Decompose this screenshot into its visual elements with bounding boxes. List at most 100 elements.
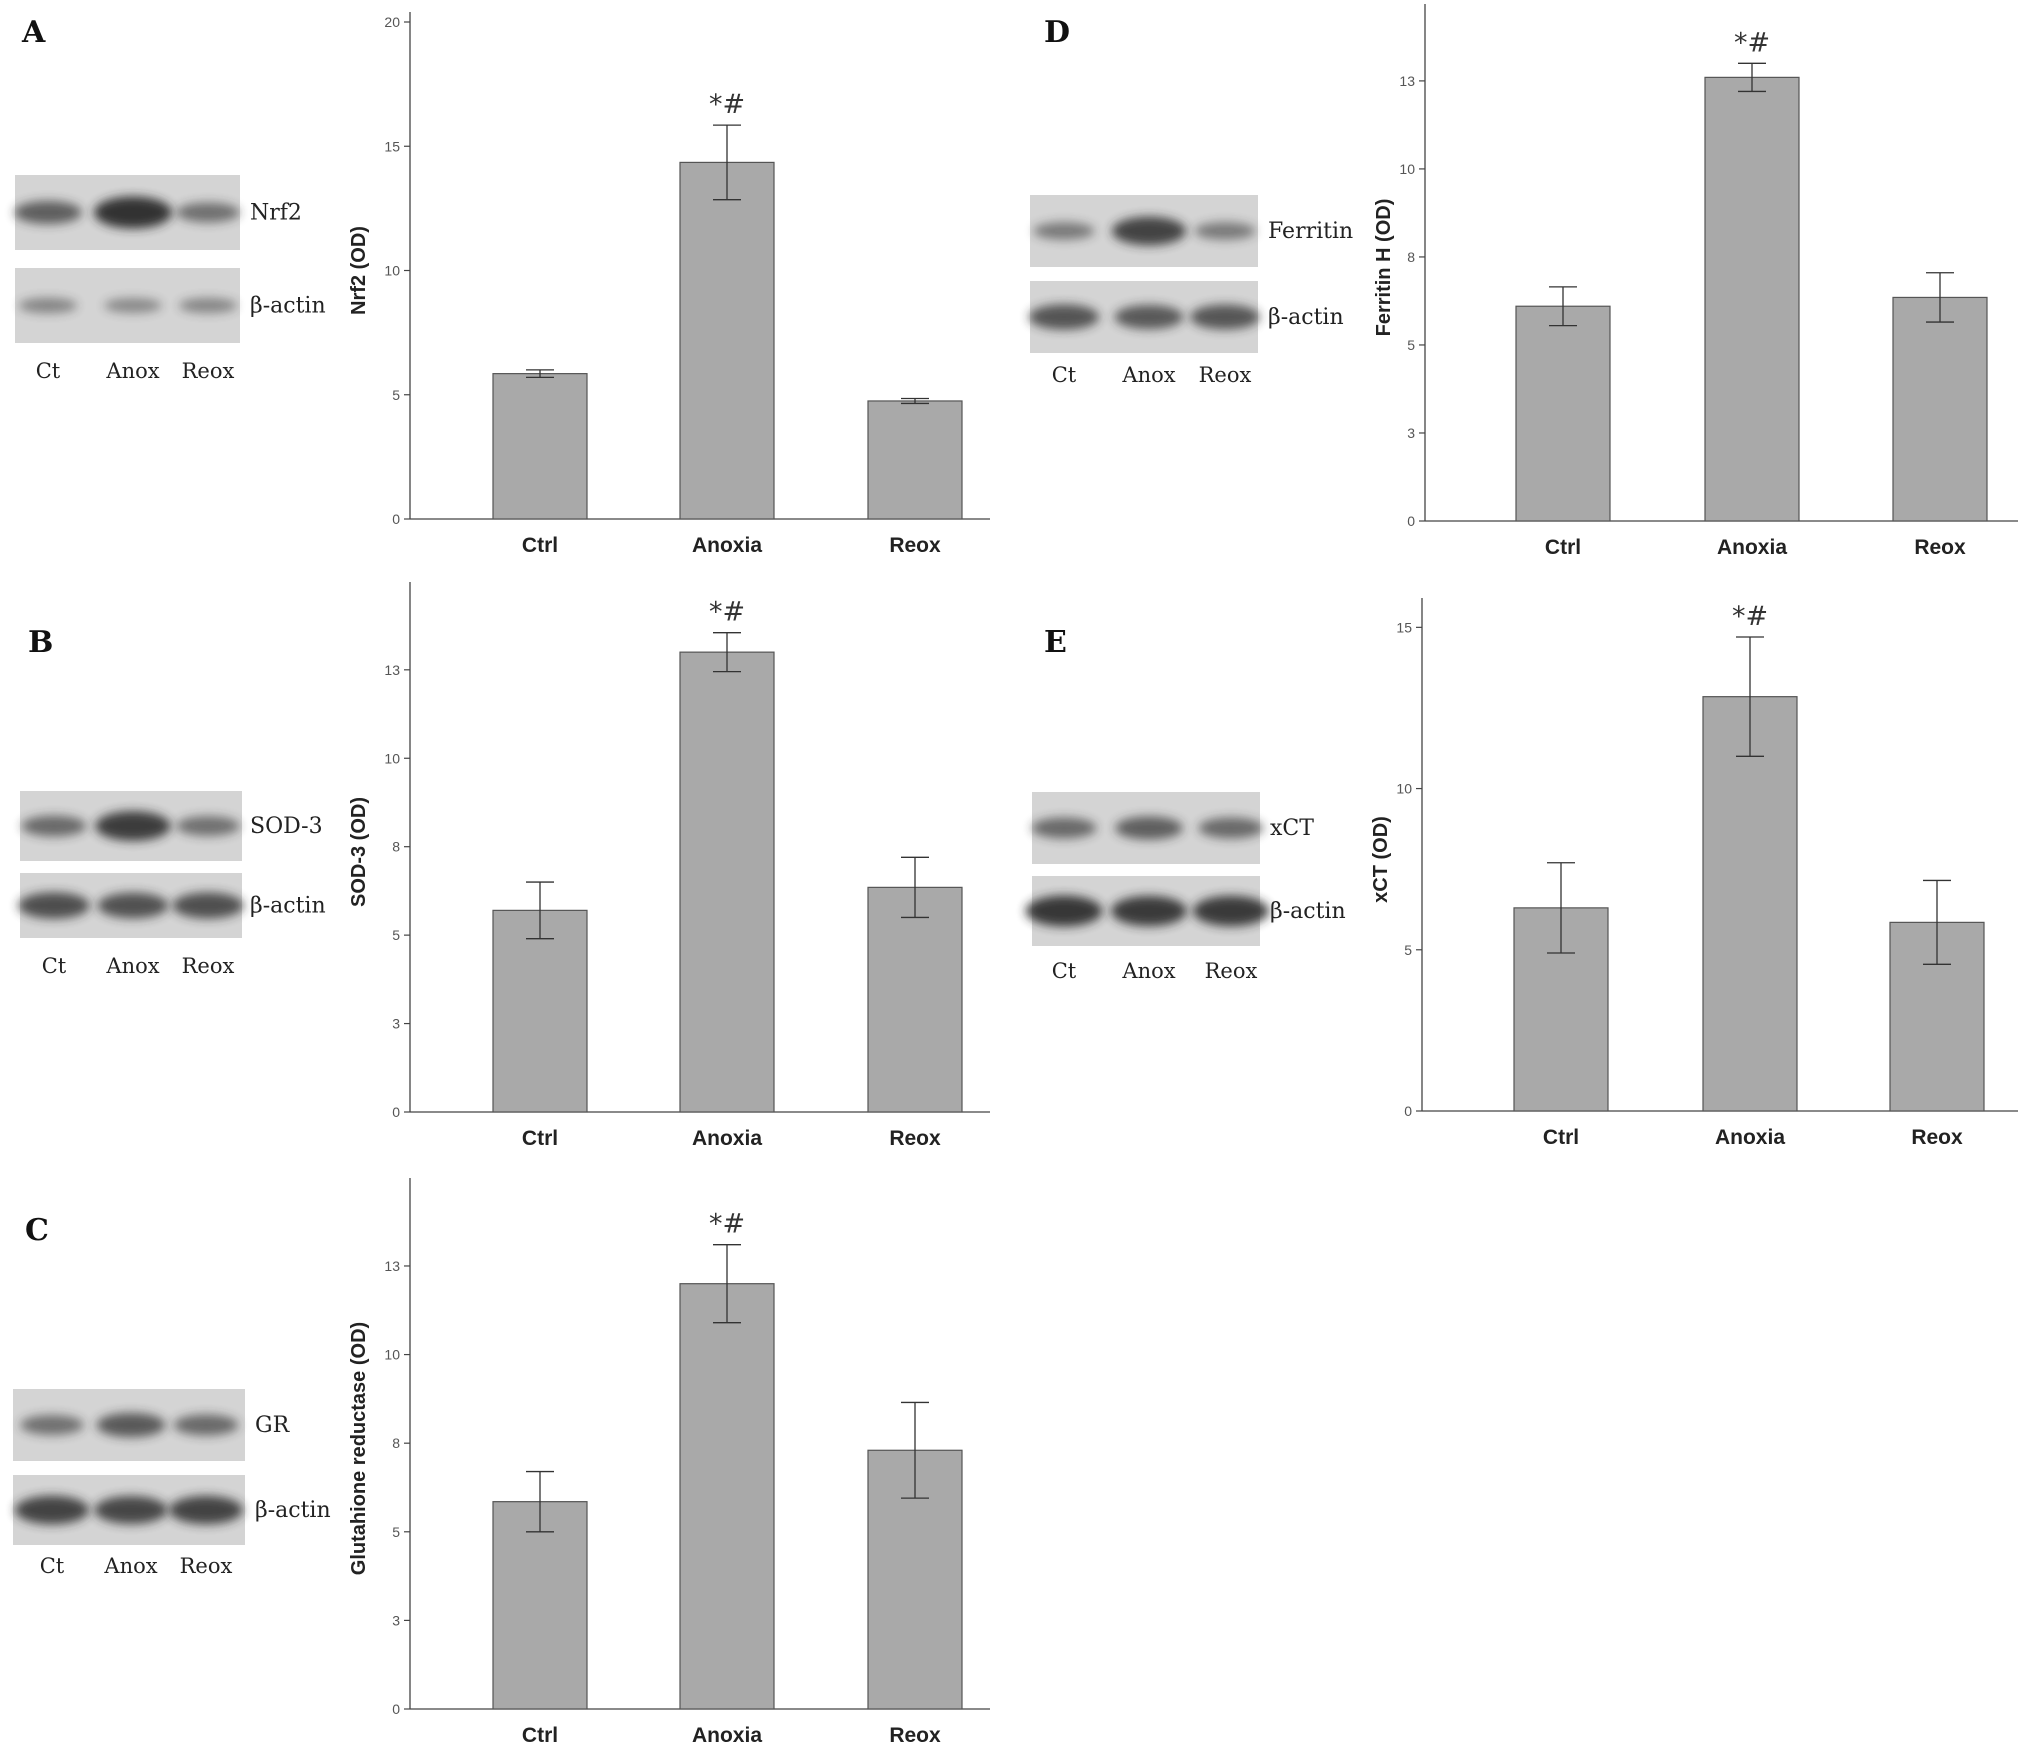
y-tick-label: 15	[384, 138, 400, 154]
y-axis-label: xCT (OD)	[1370, 816, 1392, 903]
blot-row-label: β-actin	[1270, 899, 1346, 924]
bar-chart: 0 5 10 15 xCT (OD) Ctrl Anoxia Reox *#	[1370, 598, 2018, 1149]
blot-row-label: SOD-3	[250, 814, 323, 839]
bar-anoxia	[679, 1283, 775, 1710]
bar-ctrl	[1515, 305, 1611, 522]
y-axis-label: SOD-3 (OD)	[348, 797, 370, 907]
bar-chart: 0 5 10 15 20 Nrf2 (OD) Ctrl Anoxia Reox *#	[348, 12, 990, 557]
western-blot: Nrf2 β-actin Ct Anox Reox	[14, 175, 326, 383]
blot-lane-label: Reox	[182, 359, 235, 383]
y-tick-label: 10	[384, 1347, 400, 1363]
bar-chart: 0 3 5 8 10 13 Ferritin H (OD) Ctrl Anoxia Reox *#	[1373, 4, 2018, 559]
y-tick-label: 15	[1396, 619, 1412, 635]
x-tick-label: Ctrl	[522, 534, 558, 557]
y-tick-label: 10	[384, 750, 400, 766]
error-bar	[901, 1401, 929, 1499]
y-tick-label: 5	[1404, 942, 1412, 958]
y-tick-label: 5	[392, 927, 400, 943]
error-bar	[1547, 862, 1575, 954]
bar-reox	[1892, 296, 1988, 522]
y-tick-label: 8	[1407, 249, 1415, 265]
x-tick-label: Reox	[1914, 536, 1966, 559]
blot-row-label: β-actin	[250, 294, 326, 319]
bar-ctrl	[492, 1501, 588, 1710]
panel-b: B SOD-3 β-actin Ct Anox Reox 0 3 5 8 10 13 SOD-3 (OD…	[18, 582, 990, 1150]
blot-lane-label: Ct	[1052, 959, 1077, 983]
error-bar	[901, 856, 929, 919]
x-tick-label: Reox	[1911, 1126, 1963, 1149]
error-bar	[526, 369, 554, 379]
blot-band	[1198, 817, 1264, 839]
blot-row-label: GR	[255, 1413, 291, 1438]
error-bar	[526, 881, 554, 940]
bar-anoxia	[679, 161, 775, 520]
blot-row-label: β-actin	[255, 1498, 331, 1523]
x-tick-label: Ctrl	[1545, 536, 1581, 559]
y-tick-label: 5	[1407, 337, 1415, 353]
y-tick-label: 10	[1399, 161, 1415, 177]
blot-row-label: xCT	[1270, 816, 1314, 841]
blot-band	[94, 1495, 168, 1525]
x-tick-label: Anoxia	[692, 1127, 762, 1150]
blot-lane-label: Reox	[1199, 363, 1252, 387]
y-tick-label: 5	[392, 387, 400, 403]
blot-lane-label: Ct	[40, 1554, 65, 1578]
bar-reox	[867, 886, 963, 1113]
panel-d: D Ferritin β-actin Ct Anox Reox 0 3 5 8 10 13 Ferrit…	[1028, 4, 2018, 559]
significance-annotation: *#	[1734, 27, 1770, 58]
blot-band	[1190, 304, 1260, 330]
bar-anoxia	[1704, 76, 1800, 522]
panel-a: A Nrf2 β-actin Ct Anox Reox 0 5 10 15 20 Nrf2 (OD) C…	[14, 12, 990, 557]
western-blot: SOD-3 β-actin Ct Anox Reox	[18, 791, 326, 978]
bar-anoxia	[1702, 696, 1798, 1112]
panel-letter: A	[21, 15, 46, 50]
error-bar	[713, 1244, 741, 1324]
blot-band	[18, 297, 78, 314]
blot-band	[176, 816, 240, 836]
blot-lane-label: Ct	[1052, 363, 1077, 387]
y-tick-label: 10	[384, 263, 400, 279]
significance-annotation: *#	[709, 597, 745, 628]
y-tick-label: 13	[384, 662, 400, 678]
bar-chart: 0 3 5 8 10 13 Glutahione reductase (OD) Ctrl Ano…	[348, 1178, 990, 1747]
panel-letter: C	[25, 1213, 49, 1248]
blot-lane-label: Reox	[180, 1554, 233, 1578]
blot-lane-label: Anox	[105, 359, 159, 383]
blot-band	[97, 892, 169, 919]
blot-band	[173, 1414, 239, 1436]
y-tick-label: 13	[384, 1258, 400, 1274]
blot-row-label: β-actin	[1268, 305, 1344, 330]
bar-chart: 0 3 5 8 10 13 SOD-3 (OD) Ctrl Anoxia Reox *#	[348, 582, 990, 1150]
x-tick-label: Ctrl	[1543, 1126, 1579, 1149]
y-tick-label: 3	[1407, 425, 1415, 441]
blot-band	[21, 815, 87, 837]
blot-band	[20, 1415, 84, 1435]
y-tick-label: 0	[392, 1701, 400, 1717]
significance-annotation: *#	[1732, 601, 1768, 632]
y-tick-label: 20	[384, 14, 400, 30]
blot-band	[96, 1412, 166, 1438]
significance-annotation: *#	[709, 89, 745, 120]
blot-band	[14, 1495, 90, 1525]
y-tick-label: 13	[1399, 73, 1415, 89]
blot-band	[1028, 304, 1100, 330]
blot-lane-label: Reox	[1205, 959, 1258, 983]
y-axis-label: Ferritin H (OD)	[1373, 199, 1395, 337]
blot-lane-label: Anox	[1121, 959, 1175, 983]
x-tick-label: Ctrl	[522, 1127, 558, 1150]
x-tick-label: Anoxia	[692, 1724, 762, 1747]
blot-band	[1031, 817, 1097, 839]
blot-lane-label: Ct	[42, 954, 67, 978]
y-tick-label: 0	[1404, 1103, 1412, 1119]
error-bar	[713, 124, 741, 201]
error-bar	[1926, 272, 1954, 323]
y-tick-label: 8	[392, 839, 400, 855]
blot-band	[1192, 895, 1270, 927]
blot-band	[1025, 895, 1103, 927]
error-bar	[901, 397, 929, 405]
blot-band	[1194, 222, 1256, 240]
blot-band	[1115, 816, 1183, 840]
panel-letter: E	[1044, 625, 1067, 660]
